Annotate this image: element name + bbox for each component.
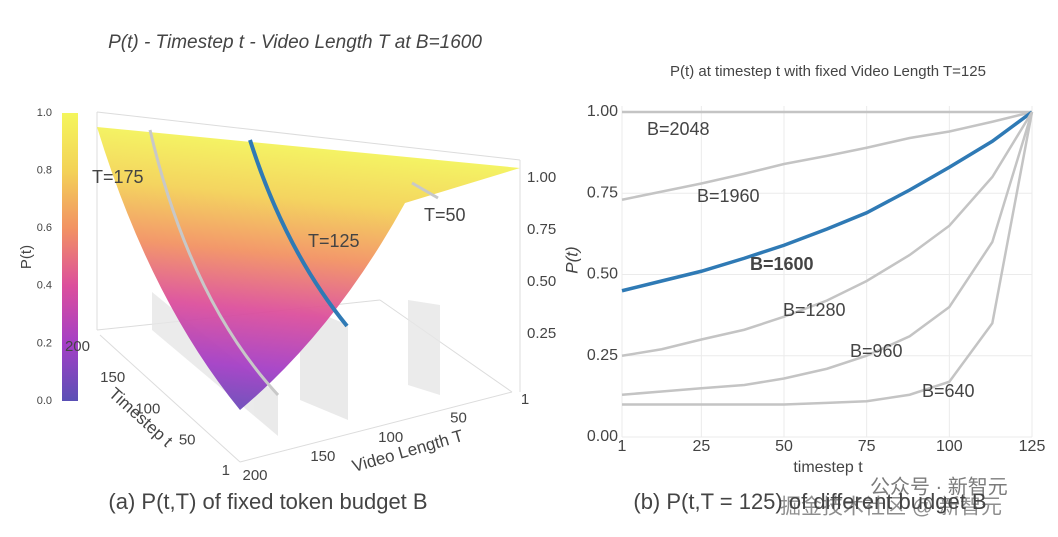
line [621,111,1034,357]
y-tick-label: 50 [450,410,467,427]
line [621,111,1034,396]
series-label: B=960 [850,341,903,361]
series-label: B=1960 [697,186,760,206]
x-axis-label: timestep t [793,459,863,476]
y-tick-label: 200 [242,467,267,484]
line [622,111,1034,406]
colorbar-tick-label: 0.0 [37,395,52,407]
colorbar-tick-label: 0.2 [37,337,52,349]
annotation: T=125 [308,231,360,251]
colorbar-tick-label: 1.0 [37,107,52,119]
caption: (b) P(t,T = 125) of different budget B [633,489,986,514]
x-axis-label: Timestep t [105,384,176,451]
colorbar-tick-label: 0.4 [37,280,52,292]
x-tick-label: 25 [692,438,710,455]
colorbar [62,113,78,401]
annotation: T=175 [92,167,144,187]
slice-curve [148,129,280,397]
series-label: B=640 [922,381,975,401]
y-tick-label: 100 [378,429,403,446]
y-tick-label: 0.75 [587,184,618,201]
colorbar-tick-label: 0.8 [37,165,52,177]
slice-curve [411,181,439,200]
watermark: 掘金技术社区 @ 新智元 [780,496,1002,519]
line [621,110,1033,201]
line [621,110,1034,293]
x-tick-label: 125 [1019,438,1046,455]
z-tick-label: 1.00 [527,169,556,186]
x-tick-label: 100 [936,438,963,455]
y-axis-label: P(t) [562,246,581,273]
z-tick-label: 0.25 [527,325,556,342]
x-tick-label: 50 [179,431,196,448]
watermark: 公众号 · 新智元 [870,475,1008,498]
highlight-curve [248,139,349,328]
chart-title: P(t) - Timestep t - Video Length T at B=… [108,32,482,53]
y-tick-label: 1.00 [587,103,618,120]
y-tick-label: 0.00 [587,428,618,445]
series-label: B=1600 [750,254,814,274]
series-label: B=1280 [783,300,846,320]
x-tick-label: 75 [858,438,876,455]
x-tick-label: 200 [65,338,90,355]
x-tick-label: 150 [100,369,125,386]
z-tick-label: 0.50 [527,273,556,290]
chart-title: P(t) at timestep t with fixed Video Leng… [670,63,986,80]
y-tick-label: 0.50 [587,266,618,283]
annotation: T=50 [424,205,466,225]
x-tick-label: 1 [222,462,230,479]
caption: (a) P(t,T) of fixed token budget B [108,489,427,514]
x-tick-label: 100 [135,400,160,417]
z-axis-label: P(t) [18,245,35,269]
y-tick-label: 1 [521,391,529,408]
colorbar-tick-label: 0.6 [37,222,52,234]
y-tick-label: 0.25 [587,347,618,364]
y-tick-label: 150 [310,448,335,465]
z-tick-label: 0.75 [527,221,556,238]
x-tick-label: 1 [618,438,627,455]
series-label: B=2048 [647,119,710,139]
x-tick-label: 50 [775,438,793,455]
y-axis-label: Video Length T [350,426,465,476]
